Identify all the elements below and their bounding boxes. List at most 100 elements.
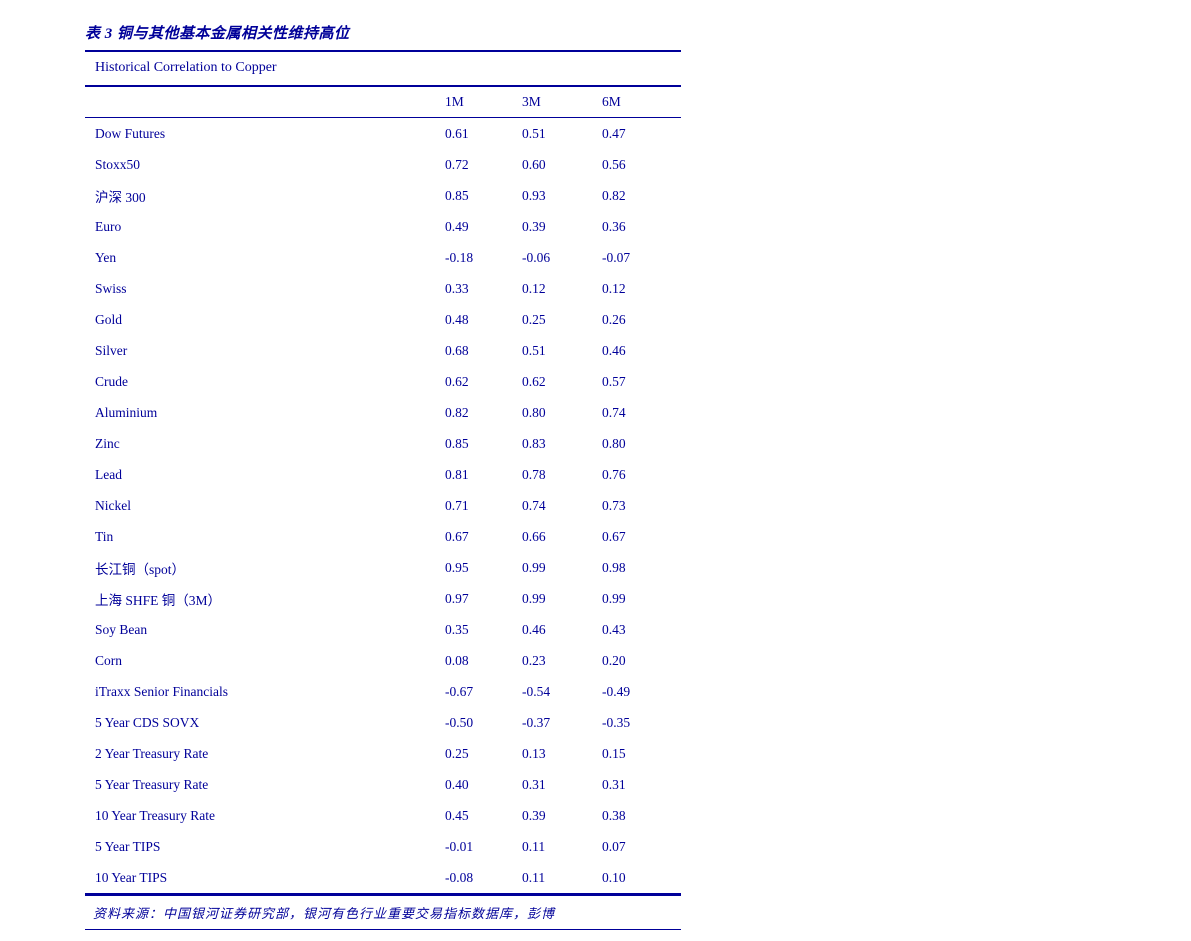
row-value: 0.49 xyxy=(445,218,469,234)
column-header-divider xyxy=(85,117,681,118)
column-header-3m: 3M xyxy=(522,94,541,109)
row-value: 0.13 xyxy=(522,745,546,761)
row-value: 0.68 xyxy=(445,342,469,358)
table-row: Corn 0.08 0.23 0.20 xyxy=(85,645,681,676)
row-label: 长江铜（spot） xyxy=(95,561,186,577)
row-value: 0.74 xyxy=(602,404,626,420)
table-row: Soy Bean 0.35 0.46 0.43 xyxy=(85,614,681,645)
row-label: Yen xyxy=(95,249,117,265)
table-row: Tin 0.67 0.66 0.67 xyxy=(85,521,681,552)
table-row: Swiss 0.33 0.12 0.12 xyxy=(85,273,681,304)
row-value: 0.45 xyxy=(445,807,469,823)
row-label: Stoxx50 xyxy=(95,156,141,172)
row-value: 0.35 xyxy=(445,621,469,637)
row-value: 0.60 xyxy=(522,156,546,172)
table-row: 5 Year TIPS -0.01 0.11 0.07 xyxy=(85,831,681,862)
table-row: 10 Year TIPS -0.08 0.11 0.10 xyxy=(85,862,681,893)
table-title: 表 3 铜与其他基本金属相关性维持高位 xyxy=(85,26,350,42)
row-value: 0.46 xyxy=(522,621,546,637)
row-value: -0.54 xyxy=(522,683,551,699)
row-value: 0.82 xyxy=(445,404,469,420)
row-value: 0.74 xyxy=(522,497,546,513)
table-row: Euro 0.49 0.39 0.36 xyxy=(85,211,681,242)
row-label: Nickel xyxy=(95,497,131,513)
table-header: Historical Correlation to Copper xyxy=(95,60,277,75)
row-value: -0.07 xyxy=(602,249,631,265)
row-value: 0.61 xyxy=(445,125,469,141)
header-divider xyxy=(85,85,681,87)
row-value: 0.62 xyxy=(445,373,469,389)
row-value: 0.08 xyxy=(445,652,469,668)
row-value: 0.11 xyxy=(522,838,546,854)
row-value: 0.12 xyxy=(602,280,626,296)
row-label: Aluminium xyxy=(95,404,158,420)
row-value: 0.83 xyxy=(522,435,546,451)
row-label: 2 Year Treasury Rate xyxy=(95,745,209,761)
row-label: 10 Year Treasury Rate xyxy=(95,807,215,823)
row-label: iTraxx Senior Financials xyxy=(95,683,228,699)
row-value: 0.39 xyxy=(522,807,546,823)
row-value: 0.78 xyxy=(522,466,546,482)
table-row: Dow Futures 0.61 0.51 0.47 xyxy=(85,118,681,149)
row-value: 0.99 xyxy=(522,559,546,575)
row-value: 0.39 xyxy=(522,218,546,234)
row-value: -0.08 xyxy=(445,869,474,885)
table-row: Yen -0.18 -0.06 -0.07 xyxy=(85,242,681,273)
row-value: 0.85 xyxy=(445,435,469,451)
row-value: -0.18 xyxy=(445,249,474,265)
row-value: 0.51 xyxy=(522,342,546,358)
row-value: 0.97 xyxy=(445,590,469,606)
row-value: -0.67 xyxy=(445,683,474,699)
row-value: 0.85 xyxy=(445,187,469,203)
row-value: 0.25 xyxy=(445,745,469,761)
row-value: 0.25 xyxy=(522,311,546,327)
row-value: 0.72 xyxy=(445,156,469,172)
row-label: Gold xyxy=(95,311,122,327)
report-table: 表 3 铜与其他基本金属相关性维持高位 Historical Correlati… xyxy=(85,22,681,930)
row-label: Lead xyxy=(95,466,122,482)
row-value: 0.40 xyxy=(445,776,469,792)
column-header-row: 1M 3M 6M xyxy=(85,87,681,117)
row-value: 0.99 xyxy=(522,590,546,606)
row-value: 0.56 xyxy=(602,156,626,172)
table-bottom-border xyxy=(85,893,681,896)
row-value: 0.73 xyxy=(602,497,626,513)
row-value: 0.36 xyxy=(602,218,626,234)
row-value: 0.11 xyxy=(522,869,546,885)
row-value: 0.12 xyxy=(522,280,546,296)
row-value: 0.66 xyxy=(522,528,546,544)
row-value: 0.67 xyxy=(602,528,626,544)
row-value: 0.43 xyxy=(602,621,626,637)
row-label: Tin xyxy=(95,528,114,544)
table-row: Silver 0.68 0.51 0.46 xyxy=(85,335,681,366)
table-row: 长江铜（spot） 0.95 0.99 0.98 xyxy=(85,552,681,583)
row-value: 0.10 xyxy=(602,869,626,885)
row-label: Zinc xyxy=(95,435,120,451)
row-value: -0.50 xyxy=(445,714,474,730)
row-label: Soy Bean xyxy=(95,621,148,637)
table-body: Dow Futures 0.61 0.51 0.47 Stoxx50 0.72 0.60 0.… xyxy=(85,118,681,893)
table-row: iTraxx Senior Financials -0.67 -0.54 -0.49 xyxy=(85,676,681,707)
row-label: 5 Year Treasury Rate xyxy=(95,776,209,792)
row-value: 0.31 xyxy=(522,776,546,792)
table-row: 5 Year Treasury Rate 0.40 0.31 0.31 xyxy=(85,769,681,800)
table-row: 2 Year Treasury Rate 0.25 0.13 0.15 xyxy=(85,738,681,769)
row-value: 0.80 xyxy=(522,404,546,420)
row-label: 沪深 300 xyxy=(95,189,146,205)
row-value: 0.07 xyxy=(602,838,626,854)
table-row: Aluminium 0.82 0.80 0.74 xyxy=(85,397,681,428)
row-value: -0.01 xyxy=(445,838,474,854)
row-value: 0.82 xyxy=(602,187,626,203)
row-value: 0.67 xyxy=(445,528,469,544)
row-value: 0.51 xyxy=(522,125,546,141)
row-value: 0.31 xyxy=(602,776,626,792)
row-value: 0.20 xyxy=(602,652,626,668)
row-label: Dow Futures xyxy=(95,125,166,141)
table-row: 10 Year Treasury Rate 0.45 0.39 0.38 xyxy=(85,800,681,831)
table-row: Lead 0.81 0.78 0.76 xyxy=(85,459,681,490)
column-header-6m: 6M xyxy=(602,94,621,109)
row-value: 0.76 xyxy=(602,466,626,482)
row-label: Corn xyxy=(95,652,122,668)
row-value: 0.62 xyxy=(522,373,546,389)
footer-underline xyxy=(85,929,681,930)
